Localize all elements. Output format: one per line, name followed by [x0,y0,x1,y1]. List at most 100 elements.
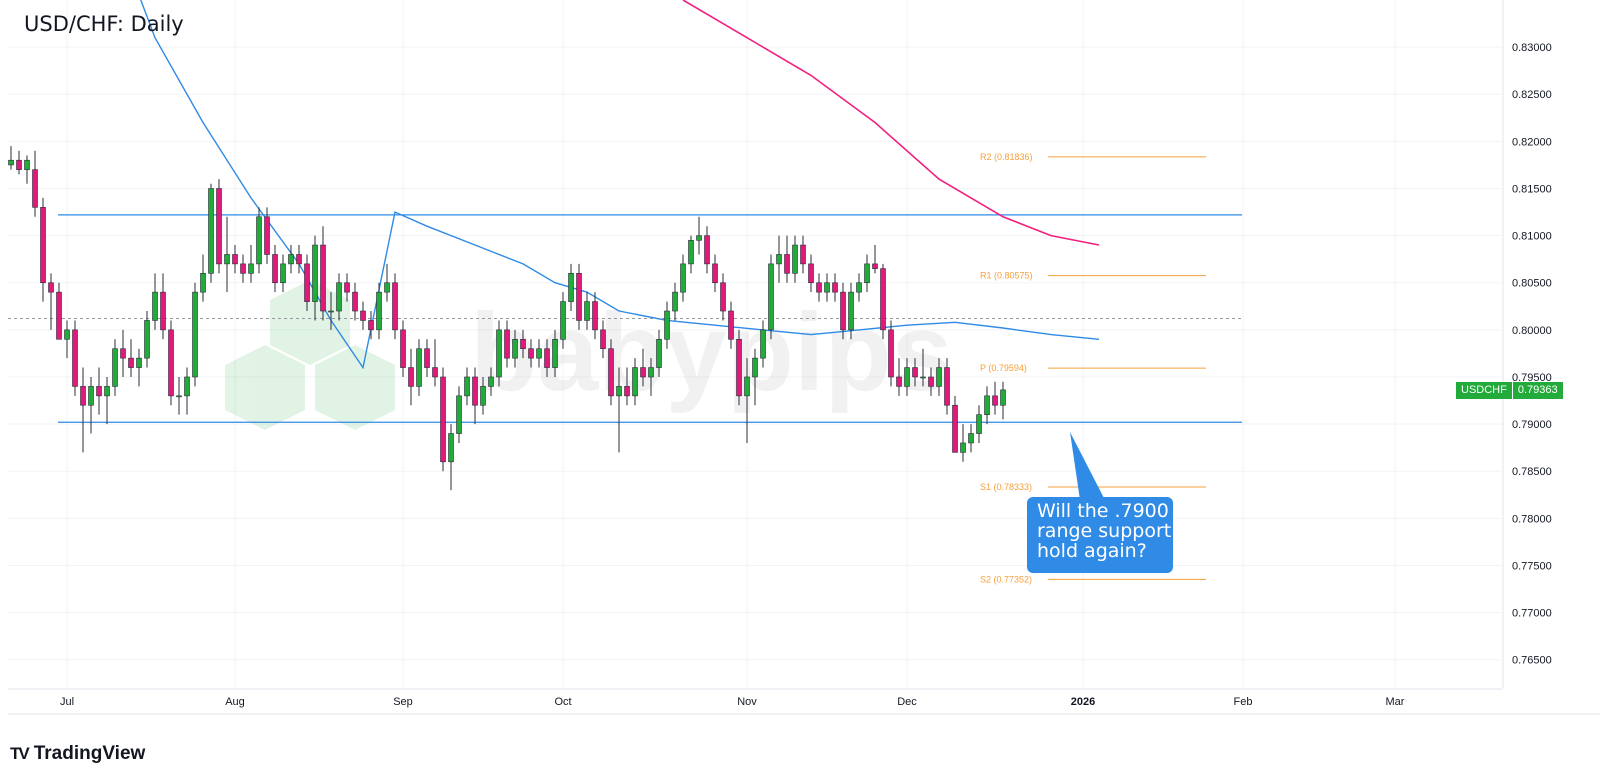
chart-title: USD/CHF: Daily [24,12,184,36]
candle-body [40,207,46,284]
x-tick-label: Jul [60,696,74,708]
candle [320,226,326,321]
candle [816,273,822,302]
candle-body [512,338,518,359]
candle [800,235,806,274]
candle-body [984,395,990,415]
y-tick-label: 0.80500 [1512,278,1552,290]
candle [112,339,118,396]
candle [288,245,294,274]
candle-body [584,301,590,321]
y-tick-label: 0.82500 [1512,89,1552,101]
candle-body [200,273,206,293]
candle [280,254,286,293]
candle [736,329,742,406]
candle-body [208,188,214,274]
candle-body [792,244,798,274]
candle-body [504,329,510,359]
x-tick-label: Oct [554,696,571,708]
candle-body [520,338,526,350]
candle [848,282,854,340]
candle [1000,381,1006,420]
candle-body [576,273,582,321]
candle-body [128,357,134,368]
pivot-label: R1 (0.80575) [980,271,1033,281]
candle-body [160,291,166,331]
candle [944,358,950,415]
candle-body [864,263,870,284]
candle-body [680,263,686,293]
candle [120,329,126,377]
candle [544,339,550,377]
pivot-label: R2 (0.81836) [980,152,1033,162]
tradingview-logo-icon: TV [10,744,30,763]
candle [976,405,982,443]
candle-body [32,169,38,208]
candle [408,348,414,406]
candle [416,339,422,396]
candle-body [344,282,350,293]
candle-body [976,414,982,434]
candle-body [152,291,158,321]
candle [24,155,30,184]
candle [584,292,590,330]
candle-body [568,273,574,302]
candle [304,254,310,312]
candle [920,348,926,387]
candle-body [456,395,462,434]
candle [856,273,862,302]
candle [464,367,470,406]
candle [360,301,366,330]
candle-body [536,348,542,359]
candle-body [408,367,414,387]
candle-body [360,310,366,321]
candle [440,367,446,472]
candle [728,301,734,349]
candle [792,235,798,283]
candle [808,254,814,293]
candle [144,311,150,368]
callout-line-2: range support [1037,520,1172,542]
candle-body [944,367,950,406]
candle [368,311,374,340]
candle [832,273,838,302]
candle-body [920,376,926,379]
candle [512,329,518,368]
candle [488,367,494,396]
candle-body [184,376,190,397]
candle [424,339,430,377]
candle-body [120,348,126,359]
candle-body [904,367,910,387]
candle-body [400,329,406,368]
y-tick-label: 0.77000 [1512,608,1552,620]
candle [632,358,638,406]
candle [48,273,54,330]
candle [160,273,166,340]
y-tick-label: 0.77500 [1512,560,1552,572]
candle-body [216,188,222,265]
candle [936,358,942,396]
candle-body [392,282,398,331]
candle-body [776,254,782,265]
x-tick-label: Aug [225,696,245,708]
candle-body [336,282,342,312]
y-tick-label: 0.79500 [1512,372,1552,384]
candle-body [8,159,14,166]
candle-body [744,376,750,397]
candle [984,386,990,425]
candle [616,367,622,453]
candle-body [888,329,894,378]
pivot-label: S2 (0.77352) [980,574,1032,584]
candle [176,376,182,415]
price-tag-symbol: USDCHF [1456,382,1512,399]
candle [256,207,262,274]
y-tick-label: 0.80000 [1512,325,1552,337]
candle [688,235,694,274]
tradingview-brand[interactable]: TV TradingView [10,743,145,765]
candle [560,292,566,349]
candle-body [104,386,110,397]
candle [80,367,86,453]
candle-body [600,329,606,350]
candle-body [656,338,662,368]
